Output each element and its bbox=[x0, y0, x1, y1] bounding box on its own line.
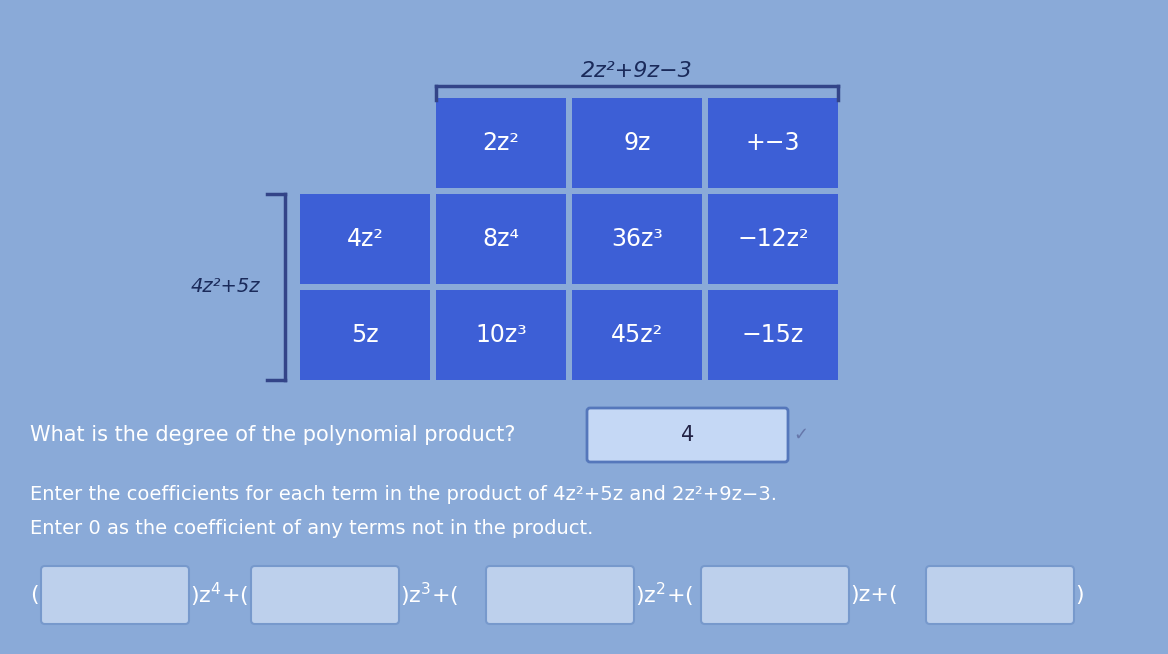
Text: 45z²: 45z² bbox=[611, 323, 663, 347]
Text: 10z³: 10z³ bbox=[475, 323, 527, 347]
FancyBboxPatch shape bbox=[41, 566, 189, 624]
Text: +−3: +−3 bbox=[745, 131, 800, 155]
Text: 8z⁴: 8z⁴ bbox=[482, 227, 520, 251]
FancyBboxPatch shape bbox=[436, 194, 566, 284]
Text: 4z²+5z: 4z²+5z bbox=[190, 277, 260, 296]
Text: )z+(: )z+( bbox=[850, 585, 898, 605]
Text: )z$^3$+(: )z$^3$+( bbox=[399, 581, 459, 609]
FancyBboxPatch shape bbox=[708, 290, 837, 380]
FancyBboxPatch shape bbox=[436, 98, 566, 188]
FancyBboxPatch shape bbox=[300, 290, 430, 380]
Text: −15z: −15z bbox=[742, 323, 804, 347]
FancyBboxPatch shape bbox=[300, 194, 430, 284]
Text: What is the degree of the polynomial product?: What is the degree of the polynomial pro… bbox=[30, 425, 515, 445]
Text: ✓: ✓ bbox=[793, 426, 808, 444]
FancyBboxPatch shape bbox=[572, 194, 702, 284]
FancyBboxPatch shape bbox=[251, 566, 399, 624]
FancyBboxPatch shape bbox=[572, 290, 702, 380]
Text: 2z²+9z−3: 2z²+9z−3 bbox=[582, 61, 693, 81]
FancyBboxPatch shape bbox=[708, 194, 837, 284]
FancyBboxPatch shape bbox=[926, 566, 1075, 624]
Text: 4: 4 bbox=[681, 425, 694, 445]
FancyBboxPatch shape bbox=[701, 566, 849, 624]
Text: Enter the coefficients for each term in the product of 4z²+5z and 2z²+9z−3.: Enter the coefficients for each term in … bbox=[30, 485, 777, 504]
Text: 4z²: 4z² bbox=[347, 227, 383, 251]
Text: )z$^2$+(: )z$^2$+( bbox=[635, 581, 694, 609]
Text: )z$^4$+(: )z$^4$+( bbox=[190, 581, 249, 609]
Text: Enter 0 as the coefficient of any terms not in the product.: Enter 0 as the coefficient of any terms … bbox=[30, 519, 593, 538]
Text: ): ) bbox=[1075, 585, 1084, 605]
Text: −12z²: −12z² bbox=[737, 227, 808, 251]
FancyBboxPatch shape bbox=[436, 290, 566, 380]
FancyBboxPatch shape bbox=[486, 566, 634, 624]
Text: 36z³: 36z³ bbox=[611, 227, 663, 251]
Text: 9z: 9z bbox=[624, 131, 651, 155]
FancyBboxPatch shape bbox=[572, 98, 702, 188]
FancyBboxPatch shape bbox=[708, 98, 837, 188]
FancyBboxPatch shape bbox=[588, 408, 788, 462]
Text: (: ( bbox=[30, 585, 39, 605]
Text: 5z: 5z bbox=[352, 323, 378, 347]
Text: 2z²: 2z² bbox=[482, 131, 520, 155]
